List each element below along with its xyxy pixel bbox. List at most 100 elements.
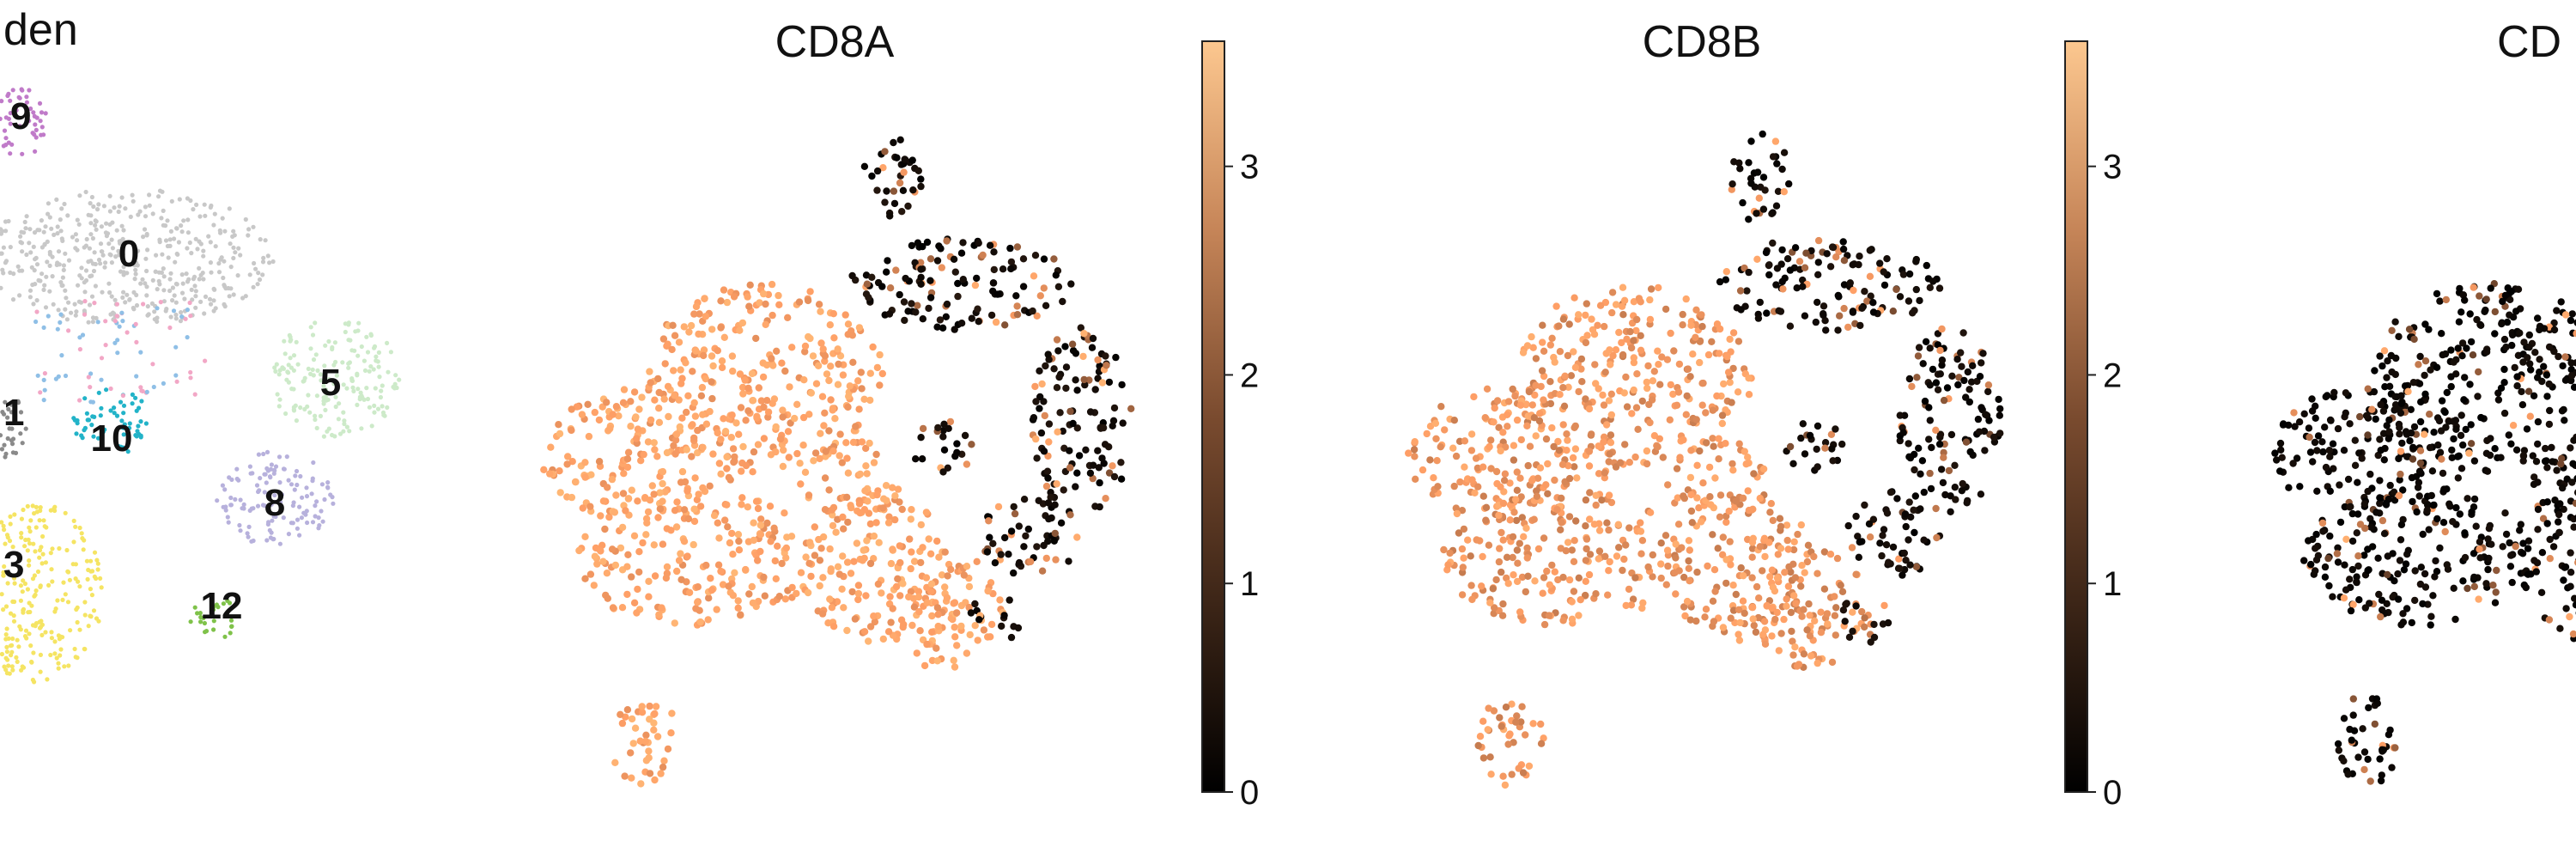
cd-cropped-cell-point bbox=[2416, 417, 2425, 426]
cluster-0-point bbox=[66, 258, 72, 263]
cd8a-cell-point bbox=[1102, 352, 1109, 360]
cd8b-cell-point bbox=[1585, 448, 1594, 455]
cluster-3-point bbox=[31, 541, 36, 546]
cluster-3-point bbox=[49, 567, 54, 572]
cluster-5-point bbox=[385, 340, 390, 345]
cluster-9-point bbox=[8, 121, 13, 126]
cd-cropped-cell-point bbox=[2313, 487, 2321, 495]
cluster-8-point bbox=[225, 515, 230, 520]
cluster-3-point bbox=[25, 548, 30, 553]
cd8a-cell-point bbox=[840, 525, 848, 533]
cd8b-cell-point bbox=[1411, 438, 1419, 446]
cd8a-cell-point bbox=[709, 362, 717, 370]
cd8b-cell-point bbox=[1672, 590, 1680, 598]
cd-cropped-cell-point bbox=[2348, 537, 2357, 545]
cd-cropped-cell-point bbox=[2534, 314, 2542, 322]
cd8b-cell-point bbox=[1753, 210, 1760, 217]
cd8b-cell-point bbox=[1582, 522, 1589, 530]
cd8a-cell-point bbox=[866, 396, 874, 405]
cd8b-cell-point bbox=[1658, 353, 1666, 361]
cluster-5-point bbox=[306, 393, 311, 398]
cluster-0-point bbox=[128, 214, 133, 219]
cd8a-cell-point bbox=[954, 279, 962, 288]
cd8a-cell-point bbox=[627, 749, 635, 757]
cd8a-cell-point bbox=[1086, 469, 1095, 477]
cd-cropped-cell-point bbox=[2350, 727, 2359, 734]
cd-cropped-cell-point bbox=[2550, 347, 2558, 356]
cd8a-cell-point bbox=[646, 497, 654, 504]
cd8a-cell-point bbox=[797, 569, 805, 576]
cluster-0-point bbox=[144, 293, 149, 298]
cd8a-cell-point bbox=[634, 497, 641, 505]
cluster-3-point bbox=[79, 531, 84, 536]
cd8a-cell-point bbox=[603, 399, 611, 406]
cluster-3-point bbox=[41, 518, 46, 523]
cd8a-cell-point bbox=[709, 450, 717, 458]
cluster-8-point bbox=[269, 530, 274, 535]
cd8a-cell-point bbox=[838, 585, 846, 593]
cd8a-cell-point bbox=[772, 575, 780, 582]
cluster-8-point bbox=[227, 475, 232, 480]
cd8a-cell-point bbox=[1036, 393, 1044, 401]
cluster-5-point bbox=[344, 386, 349, 391]
cd8a-cell-point bbox=[1042, 362, 1049, 370]
cd8b-cell-point bbox=[1561, 372, 1569, 380]
cd8b-cell-point bbox=[1571, 423, 1578, 431]
cluster-10-point bbox=[114, 413, 120, 418]
cd8b-cell-point bbox=[1785, 180, 1793, 188]
cd8b-cell-point bbox=[1801, 569, 1808, 576]
cluster-0-point bbox=[45, 259, 50, 265]
cd8b-cell-point bbox=[1565, 513, 1574, 521]
cd8a-cell-point bbox=[800, 376, 808, 384]
cd8a-cell-point bbox=[793, 449, 801, 458]
cd8a-cell-point bbox=[950, 656, 957, 664]
cluster-0-point bbox=[193, 294, 198, 299]
cd8b-cell-point bbox=[1769, 153, 1777, 161]
cluster-3-point bbox=[75, 619, 80, 625]
cluster-3-point bbox=[77, 584, 82, 589]
cd8b-cell-point bbox=[1630, 358, 1638, 367]
cluster-3-point bbox=[4, 644, 9, 650]
cd-cropped-cell-point bbox=[2397, 392, 2405, 399]
cd-cropped-cell-point bbox=[2545, 380, 2553, 388]
cd8b-cell-point bbox=[1960, 376, 1968, 385]
cluster-misc-point bbox=[103, 343, 108, 348]
cluster-3-point bbox=[2, 664, 7, 669]
cluster-3-point bbox=[15, 637, 20, 643]
cd8a-cell-point bbox=[1065, 557, 1072, 565]
cd8b-cell-point bbox=[1995, 395, 2002, 404]
cd8a-cell-point bbox=[899, 186, 908, 194]
cd8a-cell-point bbox=[591, 408, 598, 417]
cd8a-cell-point bbox=[650, 726, 658, 734]
cd8a-cell-point bbox=[781, 509, 788, 517]
cd8a-cell-point bbox=[645, 593, 653, 600]
cd-cropped-cell-point bbox=[2391, 405, 2399, 413]
cd8b-cell-point bbox=[1474, 741, 1482, 750]
cd8b-cell-point bbox=[1453, 509, 1461, 518]
cluster-0-point bbox=[20, 268, 25, 273]
cluster-0-point bbox=[88, 221, 94, 226]
cluster-0-point bbox=[93, 283, 98, 289]
cd8a-cell-point bbox=[628, 486, 635, 494]
cd8a-cell-point bbox=[568, 405, 575, 413]
cd8b-cell-point bbox=[1899, 271, 1908, 278]
cd8b-cell-point bbox=[1638, 537, 1647, 545]
cd8b-cell-point bbox=[1889, 308, 1897, 315]
cd8b-cell-point bbox=[1539, 338, 1546, 346]
cd-cropped-cell-point bbox=[2376, 436, 2384, 443]
cd8a-cell-point bbox=[862, 462, 870, 470]
cd-cropped-cell-point bbox=[2417, 398, 2425, 406]
cd8b-cell-point bbox=[1504, 580, 1512, 588]
cd-cropped-cell-point bbox=[2334, 424, 2342, 433]
cluster-0-point bbox=[243, 216, 248, 222]
cd-cropped-cell-point bbox=[2507, 288, 2515, 295]
cd8a-cell-point bbox=[586, 570, 595, 578]
cluster-0-point bbox=[3, 228, 9, 234]
cluster-misc-point bbox=[41, 398, 46, 403]
cluster-5-point bbox=[282, 338, 287, 344]
cd8a-cell-point bbox=[1081, 381, 1089, 389]
cd8a-cell-point bbox=[933, 604, 942, 612]
cd8a-cell-point bbox=[1067, 280, 1075, 288]
cluster-10-point bbox=[89, 423, 94, 428]
cd8b-cell-point bbox=[1656, 381, 1664, 388]
